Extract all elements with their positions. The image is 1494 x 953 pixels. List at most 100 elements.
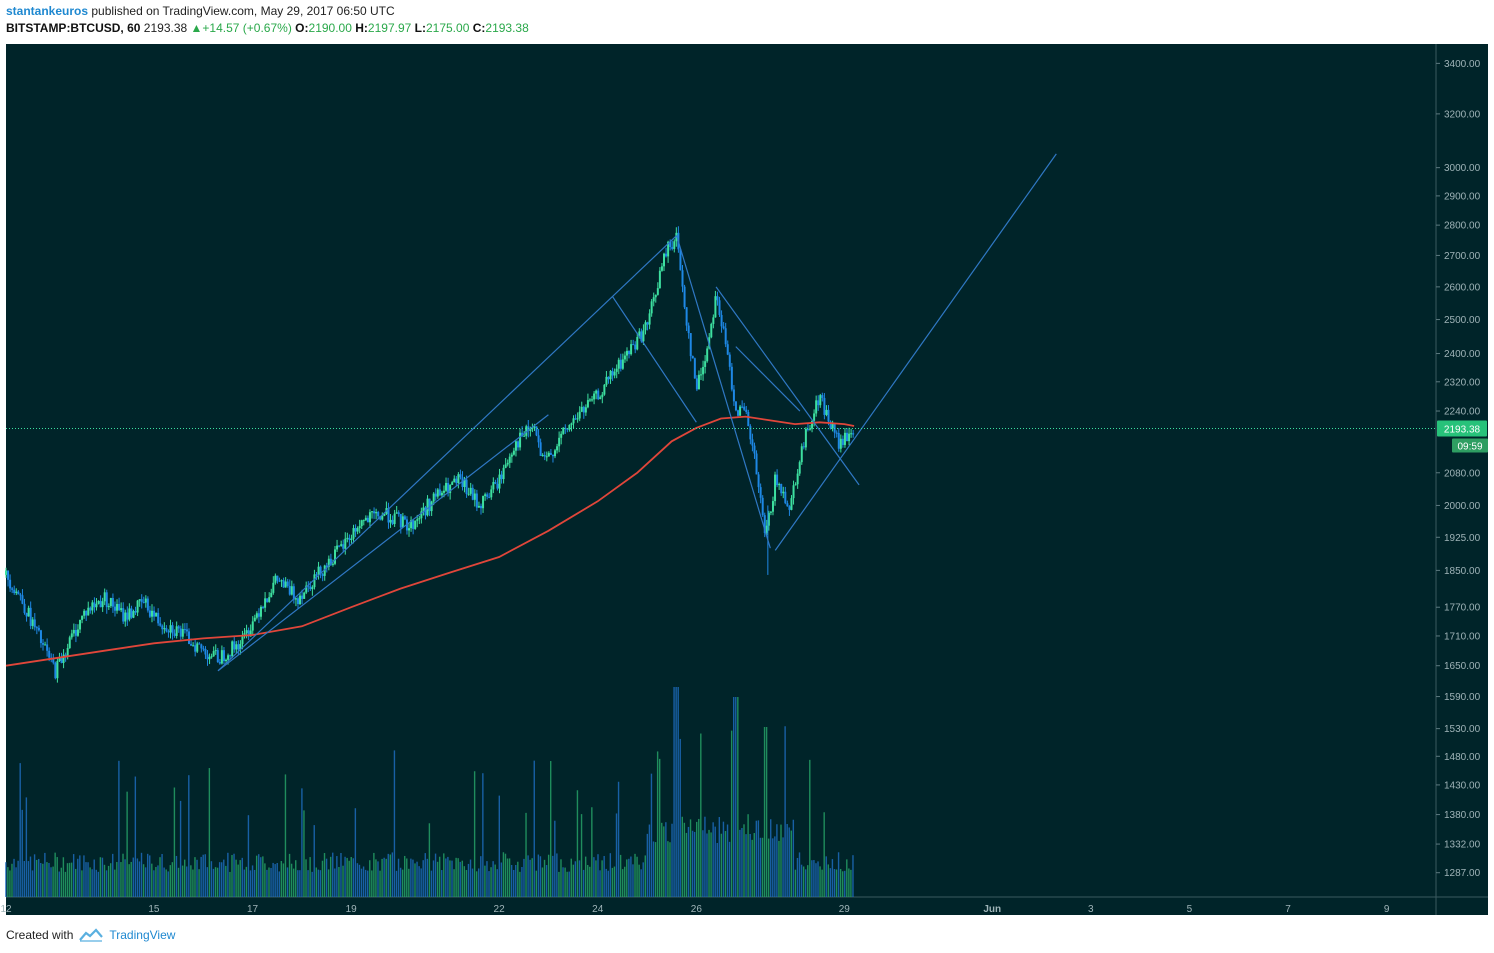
candle-body: [206, 654, 209, 660]
trendline[interactable]: [217, 235, 678, 672]
candle-body: [175, 626, 178, 636]
candle-body: [704, 361, 707, 367]
candle-body: [188, 631, 191, 644]
candle-body: [531, 427, 534, 429]
close-value: 2193.38: [485, 21, 529, 35]
volume-bar: [377, 861, 379, 897]
date-tick-label: 19: [346, 904, 358, 915]
candle-body: [292, 586, 295, 600]
candle-body: [173, 633, 176, 636]
volume-bar: [297, 870, 299, 897]
volume-bar: [155, 866, 157, 897]
volume-bar: [615, 813, 618, 897]
price-tick-label: 2240.00: [1444, 407, 1481, 418]
volume-bar: [198, 869, 200, 897]
candle-body: [615, 368, 618, 372]
volume-bar: [299, 870, 301, 897]
close-label: C:: [472, 21, 486, 35]
volume-bar: [720, 833, 723, 897]
candle-body: [650, 301, 653, 314]
volume-bar: [35, 859, 38, 897]
candle-body: [387, 508, 390, 523]
volume-bar: [31, 870, 34, 897]
candle-body: [97, 600, 100, 604]
volume-bar: [243, 869, 246, 897]
time-axis[interactable]: [6, 897, 1488, 915]
candle-body: [817, 400, 820, 406]
volume-bar: [307, 870, 309, 897]
candle-body: [391, 519, 394, 525]
tradingview-logo-icon: [79, 928, 104, 942]
tradingview-brand-link[interactable]: TradingView: [109, 928, 176, 942]
volume-bar: [342, 865, 344, 897]
candle-body: [257, 613, 260, 617]
volume-bar: [218, 862, 221, 897]
volume-bar: [512, 869, 515, 897]
candle-body: [774, 474, 777, 502]
volume-bar: [406, 858, 408, 897]
volume-bar: [706, 833, 708, 897]
candle-body: [716, 296, 719, 301]
volume-bar: [85, 862, 87, 897]
candle-body: [510, 454, 513, 457]
price-tick-label: 2600.00: [1444, 282, 1481, 293]
volume-bar: [432, 860, 435, 897]
candle-body: [389, 519, 392, 523]
candle-body: [681, 270, 684, 287]
candle-body: [442, 490, 445, 493]
candle-body: [683, 286, 686, 308]
volume-bar: [126, 791, 128, 897]
date-tick-label: 5: [1187, 904, 1193, 915]
candle-body: [576, 418, 579, 420]
trendline[interactable]: [715, 286, 860, 486]
candle-body: [457, 474, 460, 484]
up-arrow-icon: ▲: [190, 21, 203, 35]
volume-bar: [50, 867, 52, 897]
candle-body: [691, 356, 694, 359]
candle-body: [342, 544, 345, 549]
candle-body: [408, 528, 411, 531]
candle-body: [192, 645, 195, 647]
volume-bar: [315, 867, 317, 897]
candle-body: [720, 314, 723, 327]
candle-body: [578, 411, 581, 419]
volume-bar: [227, 852, 229, 897]
candle-body: [782, 491, 785, 494]
candle-body: [806, 428, 809, 430]
volume-bar: [387, 853, 389, 897]
candle-body: [85, 610, 88, 616]
candle-body: [76, 629, 79, 636]
open-value: 2190.00: [308, 21, 352, 35]
candle-body: [804, 428, 807, 448]
volume-bar: [260, 857, 262, 897]
trendline[interactable]: [676, 235, 771, 549]
trendline[interactable]: [735, 346, 801, 412]
candle-body: [586, 400, 589, 408]
candle-body: [771, 501, 774, 512]
candle-body: [56, 660, 59, 679]
volume-bar: [478, 868, 480, 897]
volume-bar: [153, 870, 155, 897]
plot-background[interactable]: [6, 44, 1436, 897]
trendline[interactable]: [774, 153, 1057, 551]
candle-body: [800, 446, 803, 463]
trendline[interactable]: [612, 296, 697, 423]
candle-body: [231, 641, 234, 657]
trendline[interactable]: [217, 414, 549, 672]
volume-bar: [130, 861, 132, 897]
candle-body: [222, 650, 225, 662]
price-tick-label: 2320.00: [1444, 377, 1481, 388]
price-tick-label: 2080.00: [1444, 468, 1481, 479]
price-axis[interactable]: [1436, 44, 1488, 897]
volume-bar: [381, 858, 383, 897]
candle-body: [159, 623, 162, 626]
author-link[interactable]: stantankeuros: [6, 4, 89, 18]
candle-body: [593, 393, 596, 400]
volume-bar: [562, 867, 564, 897]
volume-bar: [301, 788, 303, 897]
volume-bar: [290, 863, 293, 897]
volume-bar: [229, 871, 231, 897]
candle-body: [556, 446, 559, 451]
candle-body: [142, 601, 145, 603]
